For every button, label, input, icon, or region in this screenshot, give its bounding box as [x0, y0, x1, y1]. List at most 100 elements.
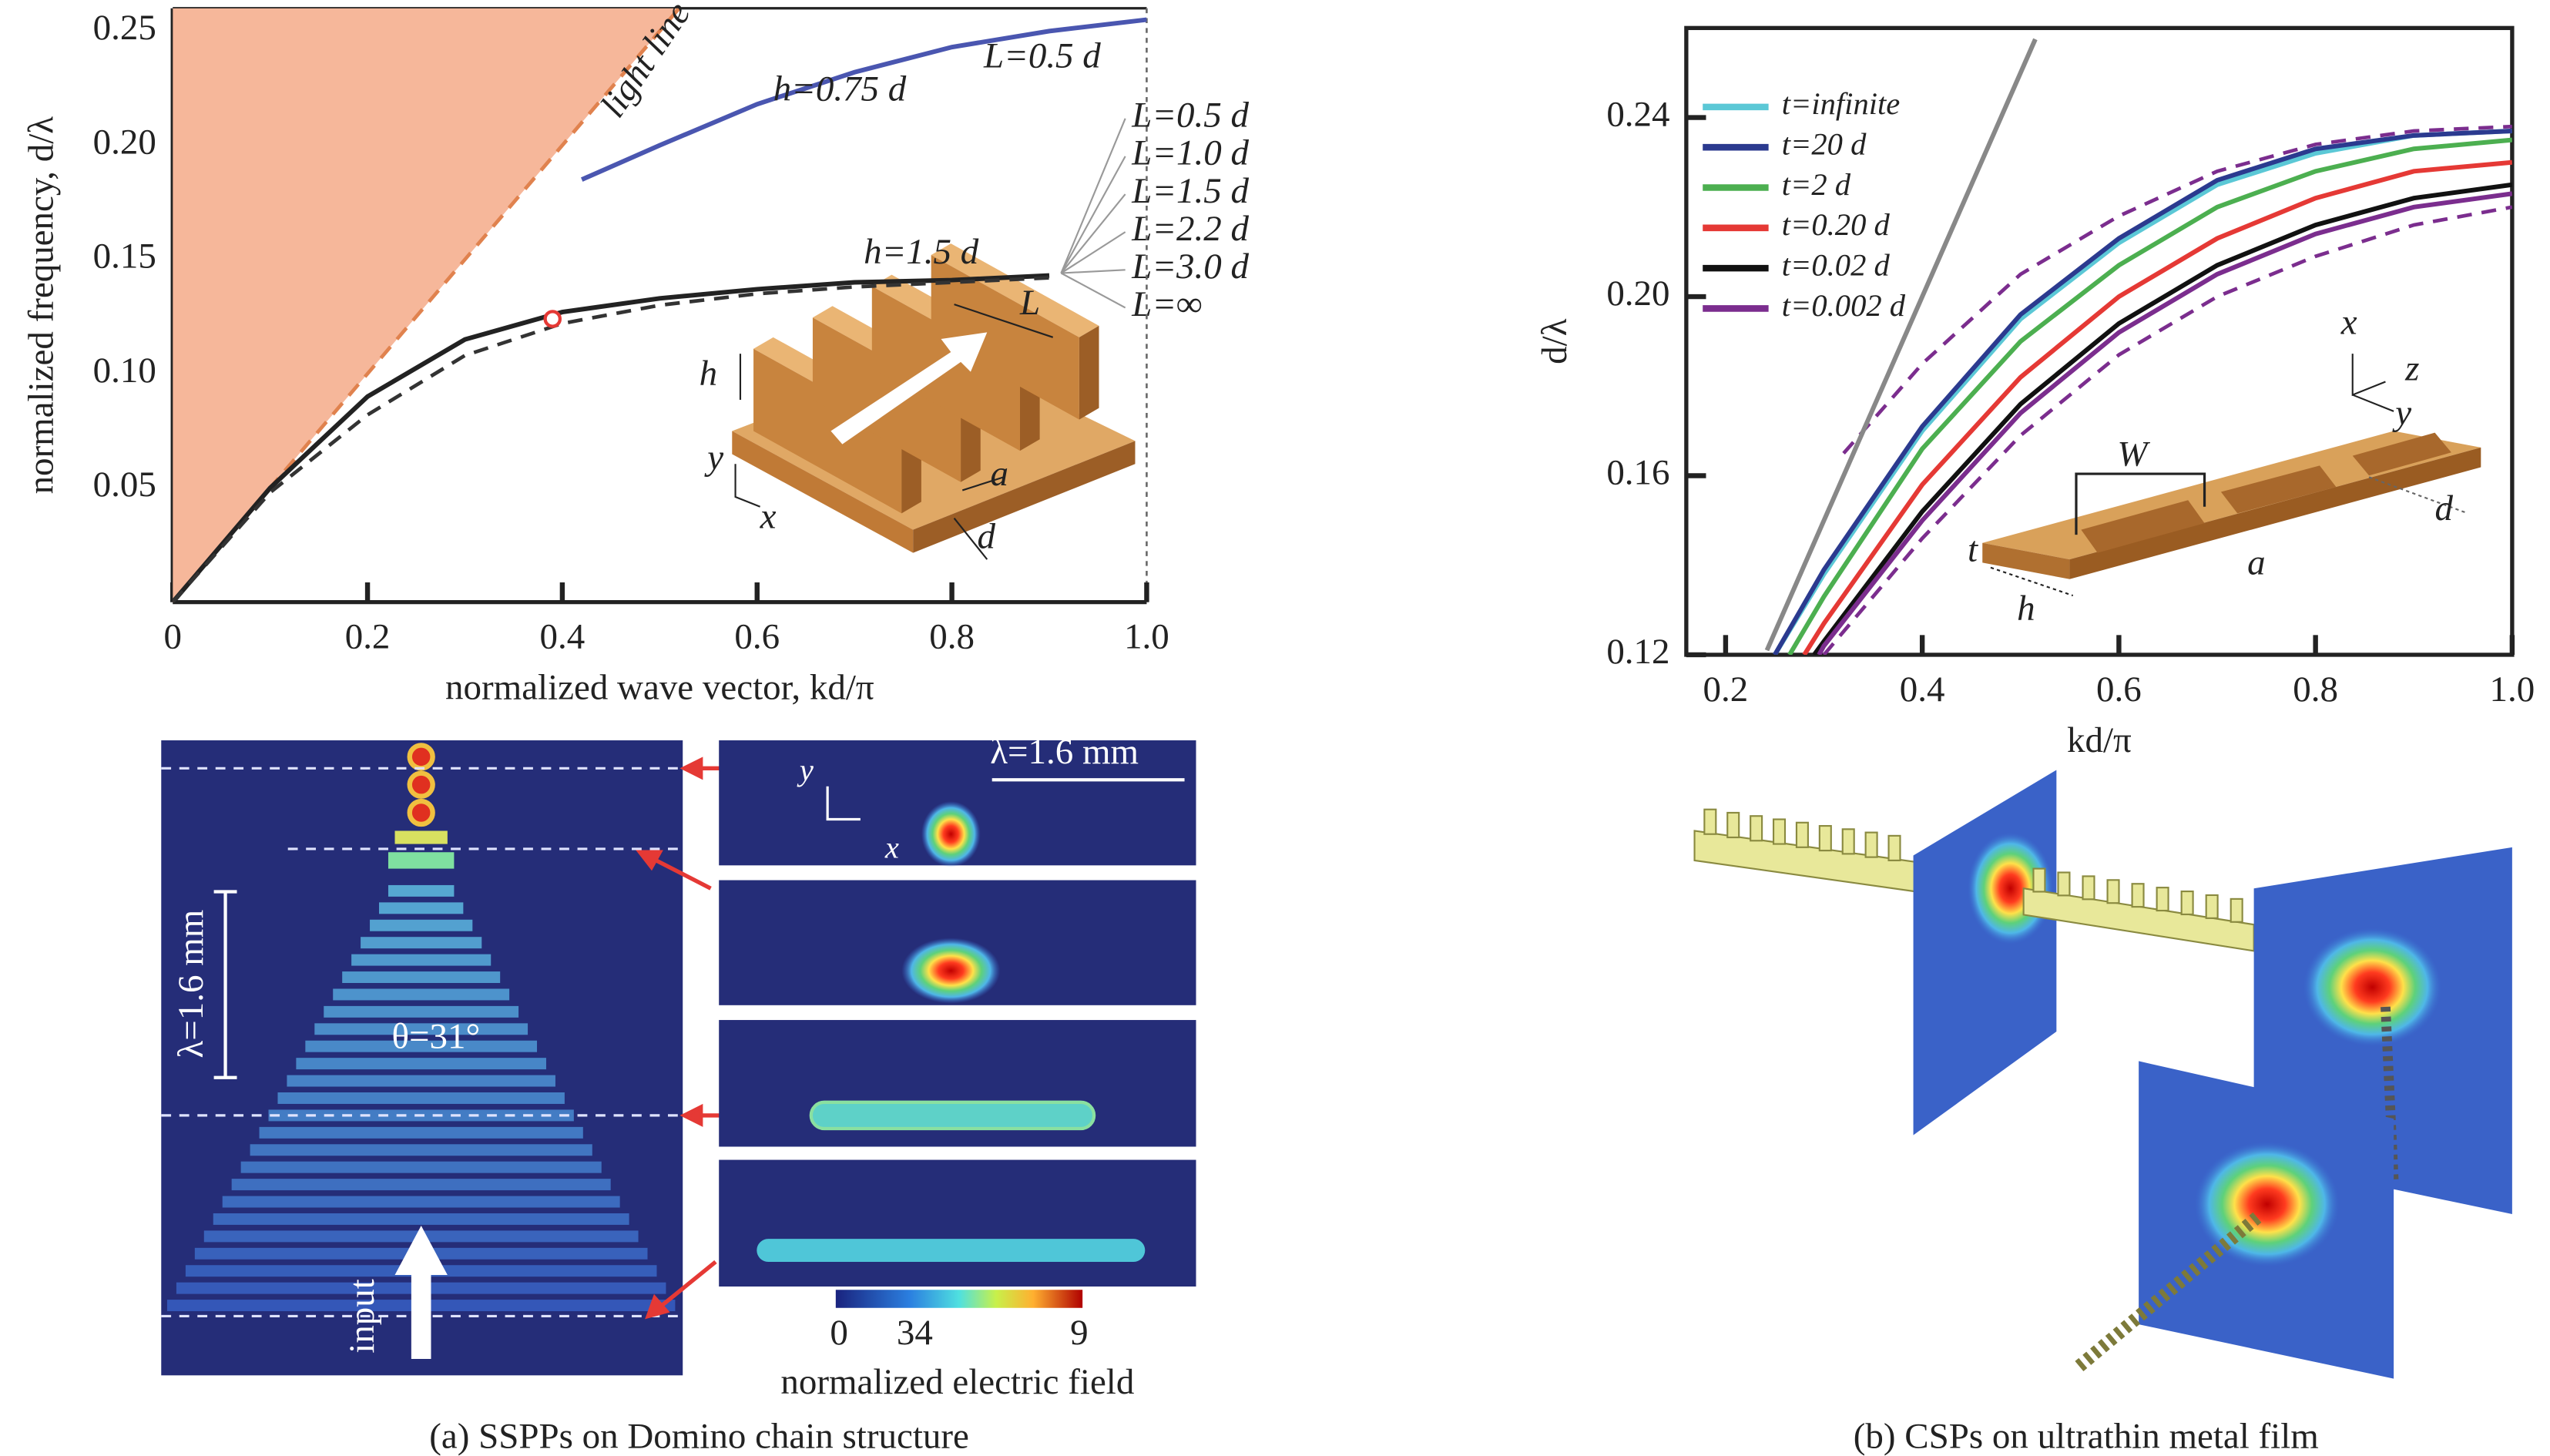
legend-label: t=0.002 d [1782, 288, 1906, 323]
annotation: z [2404, 348, 2419, 388]
annotation: h [2017, 589, 2035, 629]
y-tick-label: 0.20 [93, 122, 156, 162]
legend-label: t=infinite [1782, 86, 1901, 121]
series [1773, 129, 2512, 655]
beam-stripe [379, 902, 464, 914]
y-tick-label: 0.10 [93, 351, 156, 391]
x-tick-label: 0.4 [1900, 669, 1945, 710]
dim-l [954, 304, 1054, 338]
annotation: d [977, 516, 995, 556]
beam-stripe [287, 1075, 555, 1087]
beam-stripe [361, 937, 482, 949]
colorbar-title: normalized electric field [780, 1362, 1134, 1402]
comb-tooth [1864, 831, 1878, 858]
beam-label: θ=31° [392, 1016, 481, 1056]
colorbar-label: 34 [897, 1313, 933, 1353]
x-tick-label: 0.2 [1703, 669, 1749, 710]
fin-front [753, 348, 902, 514]
beam-stripe [296, 1058, 546, 1070]
beam-label: input [342, 1279, 382, 1354]
line [1764, 38, 2038, 652]
x-tick-label: 0.4 [540, 617, 585, 657]
series [1822, 205, 2512, 655]
beam [166, 743, 676, 1312]
beam-stripe [259, 1126, 583, 1139]
x-tick-label: 0 [163, 617, 181, 657]
x-tick-label: 0.6 [2096, 669, 2142, 710]
legend-label: t=2 d [1782, 167, 1851, 202]
legend-label: t=0.02 d [1782, 247, 1891, 282]
series [173, 273, 1050, 602]
comb-tooth [2106, 879, 2120, 904]
beam-hotspot [407, 743, 435, 771]
beam-stripe [388, 852, 455, 869]
beam-stripe [213, 1213, 629, 1225]
x-axis-title: kd/π [2067, 720, 2132, 760]
legend-label: t=0.20 d [1782, 207, 1891, 242]
comb-tooth [1703, 808, 1717, 835]
annotation: a [2247, 542, 2265, 582]
plot-frame [1684, 25, 2515, 657]
colorbar-label: 9 [1070, 1313, 1088, 1353]
axis-glyph-label: x [884, 830, 899, 864]
beam-stripe [351, 954, 492, 966]
annotation: L=1.0 d [1131, 133, 1249, 173]
fin-side [1079, 325, 1099, 420]
line [173, 273, 1050, 602]
scale-label: λ=1.6 mm [990, 732, 1139, 772]
line [173, 276, 1050, 602]
line [1802, 159, 2512, 655]
x-tick-label: 0.8 [2293, 669, 2338, 710]
beam-label: λ=1.6 mm [171, 910, 211, 1058]
comb-tooth [2057, 871, 2071, 897]
y-tick-label: 0.24 [1606, 94, 1669, 134]
domino-inset [732, 243, 1136, 560]
series [580, 17, 1147, 182]
annotation: x [760, 497, 777, 537]
series [1764, 38, 2038, 652]
annotation: L=2.2 d [1131, 209, 1249, 249]
dim-d [953, 518, 988, 560]
series-label: h=1.5 d [864, 232, 979, 272]
annotation: y [2392, 393, 2411, 433]
caption: (b) CSPs on ultrathin metal film [1854, 1416, 2319, 1456]
input-arrow [394, 1225, 448, 1359]
line [1812, 182, 2512, 655]
marker [543, 310, 562, 328]
annotation: t [1968, 529, 1978, 569]
beam-stripe [250, 1144, 592, 1156]
l-fan [1060, 118, 1126, 309]
comb-tooth [2032, 867, 2046, 893]
series [1812, 182, 2512, 655]
beam-stripe [370, 919, 473, 931]
annotation: L=0.5 d [983, 36, 1101, 76]
y-tick-label: 0.25 [93, 8, 156, 48]
comb-tooth [1795, 821, 1809, 848]
y-tick-label: 0.20 [1606, 273, 1669, 314]
comb-tooth [2131, 883, 2145, 908]
line [1842, 124, 2512, 455]
beam-stripe [222, 1196, 620, 1208]
x-tick-label: 0.6 [734, 617, 780, 657]
comb-tooth [1750, 815, 1763, 842]
beam-stripe [314, 1023, 528, 1035]
fin-front [931, 255, 1079, 420]
beam-hotspot [407, 798, 435, 827]
comb-tooth [1818, 824, 1832, 852]
red-arrows [636, 757, 730, 1320]
beam-hotspot [407, 770, 435, 799]
beam-stripe [231, 1179, 611, 1191]
comb-tooth [2230, 897, 2243, 923]
axes-glyph [734, 464, 760, 508]
comb-tooth [2156, 887, 2169, 912]
annotation: h [700, 354, 717, 394]
comb-tooth [1841, 828, 1855, 855]
scale-bar [213, 890, 237, 1079]
y-axis-title: normalized frequency, d/λ [21, 116, 61, 495]
y-tick-label: 0.05 [93, 465, 156, 505]
series [1842, 124, 2512, 455]
beam-stripe [342, 971, 501, 983]
series [1787, 137, 2512, 655]
x-axis-title: normalized wave vector, kd/π [445, 668, 874, 708]
x-tick-label: 1.0 [2490, 669, 2535, 710]
